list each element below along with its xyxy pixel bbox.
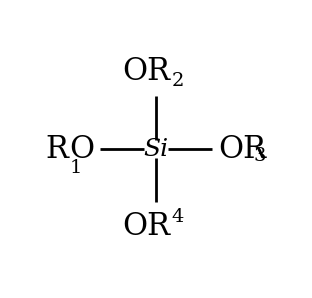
Text: O: O: [69, 134, 94, 164]
Text: OR: OR: [123, 211, 171, 242]
Text: 1: 1: [69, 159, 82, 177]
Text: 3: 3: [253, 148, 266, 165]
Text: OR: OR: [218, 134, 266, 164]
Text: 2: 2: [172, 72, 184, 90]
Text: OR: OR: [123, 56, 171, 87]
Text: 4: 4: [172, 208, 184, 226]
Text: R: R: [45, 134, 68, 164]
Text: Si: Si: [144, 137, 168, 161]
